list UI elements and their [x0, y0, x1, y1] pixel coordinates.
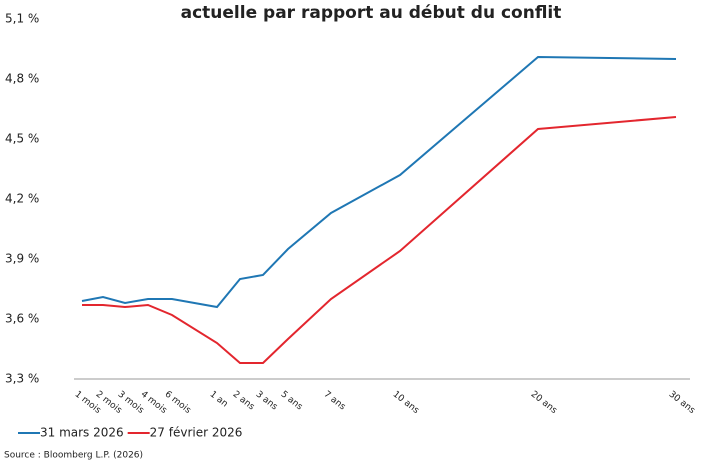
x-tick-label: 30 ans — [667, 389, 697, 416]
x-tick-label: 3 ans — [254, 389, 280, 412]
source: Source : Bloomberg L.P. (2026) — [4, 451, 143, 461]
x-tick-label: 1 an — [208, 389, 230, 409]
x-tick-label: 10 ans — [391, 389, 421, 416]
x-tick-label: 2 ans — [231, 389, 257, 412]
y-tick-label: 3,9 % — [5, 252, 39, 266]
x-tick-label: 4 mois — [139, 389, 169, 416]
y-tick-label: 4,5 % — [5, 132, 39, 146]
y-tick-label: 4,2 % — [5, 192, 39, 206]
y-tick-label: 3,6 % — [5, 312, 39, 326]
x-tick-label: 7 ans — [322, 389, 348, 412]
series-line — [82, 116, 677, 364]
y-tick-label: 5,1 % — [5, 12, 39, 26]
y-tick-label: 3,3 % — [5, 372, 39, 386]
series-line — [81, 55, 677, 309]
x-tick-label: 5 ans — [279, 389, 305, 412]
chart-title: actuelle par rapport au début du conflit — [181, 3, 562, 23]
legend-label: 27 février 2026 — [150, 426, 243, 440]
x-tick-label: 20 ans — [529, 389, 559, 416]
x-tick-label: 6 mois — [163, 389, 193, 416]
legend-label: 31 mars 2026 — [40, 426, 124, 440]
y-tick-label: 4,8 % — [5, 72, 39, 86]
